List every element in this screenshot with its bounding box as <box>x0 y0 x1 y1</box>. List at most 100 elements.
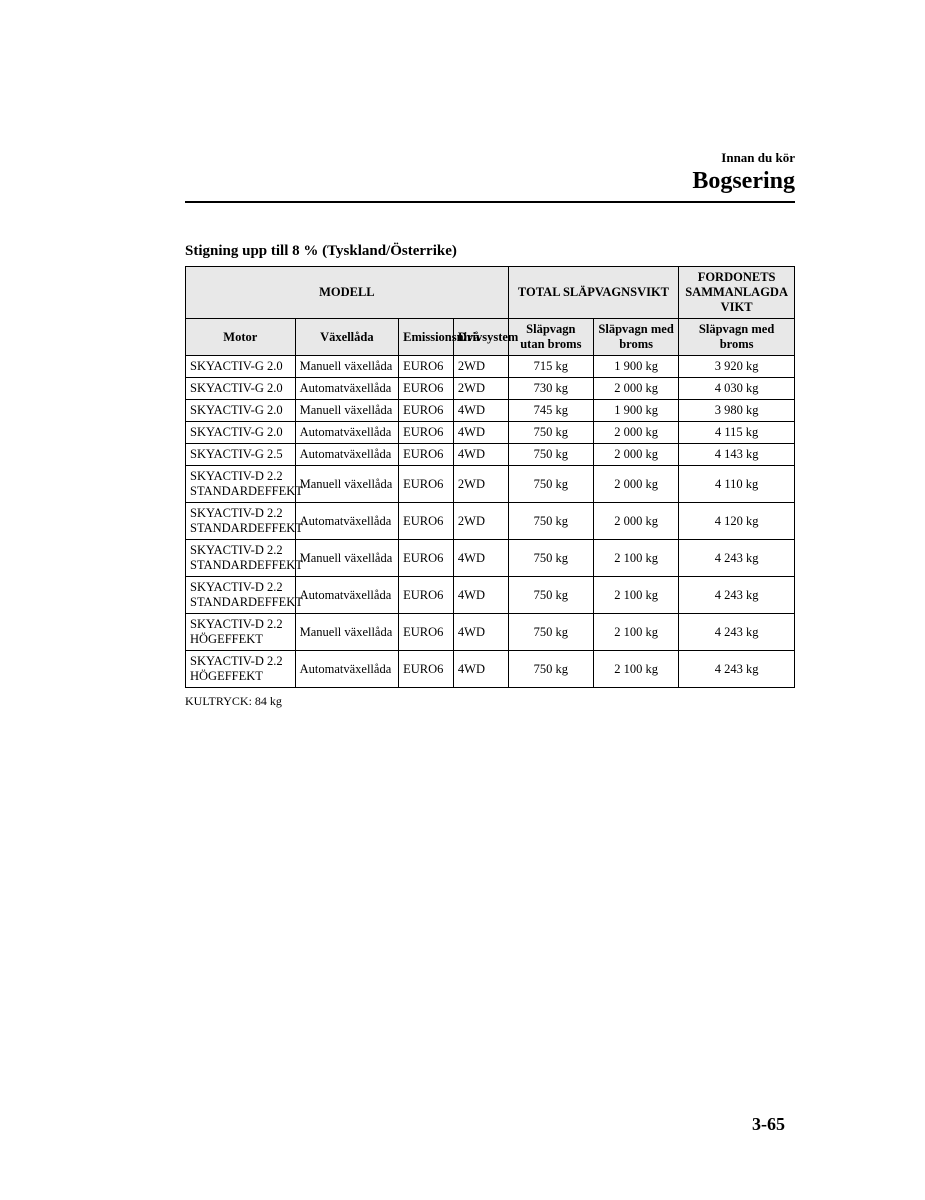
cell-no_brake: 750 kg <box>508 540 593 577</box>
table-row: SKYACTIV-D 2.2 HÖGEFFEKTManuell växellåd… <box>186 614 795 651</box>
cell-emission: EURO6 <box>399 378 454 400</box>
cell-no_brake: 745 kg <box>508 400 593 422</box>
cell-motor: SKYACTIV-D 2.2 HÖGEFFEKT <box>186 651 296 688</box>
cell-emission: EURO6 <box>399 356 454 378</box>
cell-motor: SKYACTIV-D 2.2 HÖGEFFEKT <box>186 614 296 651</box>
table-row: SKYACTIV-D 2.2 STANDARDEFFEKTManuell väx… <box>186 466 795 503</box>
cell-gearbox: Manuell växellåda <box>295 540 399 577</box>
footnote: KULTRYCK: 84 kg <box>185 694 795 709</box>
header-nobrake: Släpvagn utan broms <box>508 319 593 356</box>
table-row: SKYACTIV-G 2.0AutomatväxellådaEURO62WD73… <box>186 378 795 400</box>
section-title: Bogsering <box>185 168 795 195</box>
table-subheading: Stigning upp till 8 % (Tyskland/Österrik… <box>185 243 795 260</box>
table-row: SKYACTIV-G 2.0Manuell växellådaEURO62WD7… <box>186 356 795 378</box>
cell-drive: 4WD <box>453 422 508 444</box>
table-row: SKYACTIV-D 2.2 STANDARDEFFEKTAutomatväxe… <box>186 503 795 540</box>
cell-with_brake: 2 000 kg <box>593 503 678 540</box>
cell-combined: 4 243 kg <box>679 614 795 651</box>
cell-drive: 4WD <box>453 577 508 614</box>
cell-drive: 2WD <box>453 503 508 540</box>
header-combined: FORDONETS SAMMANLAGDA VIKT <box>679 267 795 319</box>
cell-no_brake: 750 kg <box>508 444 593 466</box>
cell-with_brake: 2 100 kg <box>593 651 678 688</box>
cell-with_brake: 2 000 kg <box>593 378 678 400</box>
cell-emission: EURO6 <box>399 400 454 422</box>
document-page: Innan du kör Bogsering Stigning upp till… <box>0 0 925 769</box>
cell-drive: 2WD <box>453 466 508 503</box>
cell-with_brake: 1 900 kg <box>593 356 678 378</box>
header-motor: Motor <box>186 319 296 356</box>
cell-motor: SKYACTIV-G 2.5 <box>186 444 296 466</box>
cell-combined: 4 143 kg <box>679 444 795 466</box>
cell-emission: EURO6 <box>399 422 454 444</box>
cell-drive: 4WD <box>453 651 508 688</box>
cell-no_brake: 750 kg <box>508 614 593 651</box>
section-label: Innan du kör <box>185 150 795 166</box>
cell-combined: 4 030 kg <box>679 378 795 400</box>
trailer-weight-table: MODELL TOTAL SLÄPVAGNSVIKT FORDONETS SAM… <box>185 266 795 688</box>
cell-gearbox: Automatväxellåda <box>295 444 399 466</box>
table-row: SKYACTIV-G 2.0Manuell växellådaEURO64WD7… <box>186 400 795 422</box>
cell-combined: 4 243 kg <box>679 651 795 688</box>
cell-no_brake: 715 kg <box>508 356 593 378</box>
table-header-row-sub: Motor Växellåda Emissionsnivå Drivsystem… <box>186 319 795 356</box>
cell-emission: EURO6 <box>399 540 454 577</box>
table-row: SKYACTIV-D 2.2 HÖGEFFEKTAutomatväxellåda… <box>186 651 795 688</box>
cell-with_brake: 2 000 kg <box>593 422 678 444</box>
header-combined-sub: Släpvagn med broms <box>679 319 795 356</box>
cell-motor: SKYACTIV-D 2.2 STANDARDEFFEKT <box>186 540 296 577</box>
cell-no_brake: 750 kg <box>508 422 593 444</box>
header-gearbox: Växellåda <box>295 319 399 356</box>
cell-motor: SKYACTIV-G 2.0 <box>186 378 296 400</box>
cell-motor: SKYACTIV-G 2.0 <box>186 422 296 444</box>
cell-drive: 4WD <box>453 400 508 422</box>
cell-with_brake: 1 900 kg <box>593 400 678 422</box>
cell-combined: 4 115 kg <box>679 422 795 444</box>
cell-gearbox: Manuell växellåda <box>295 466 399 503</box>
cell-with_brake: 2 000 kg <box>593 444 678 466</box>
cell-with_brake: 2 000 kg <box>593 466 678 503</box>
cell-gearbox: Manuell växellåda <box>295 614 399 651</box>
cell-with_brake: 2 100 kg <box>593 614 678 651</box>
cell-motor: SKYACTIV-G 2.0 <box>186 400 296 422</box>
cell-emission: EURO6 <box>399 444 454 466</box>
table-row: SKYACTIV-G 2.5AutomatväxellådaEURO64WD75… <box>186 444 795 466</box>
table-row: SKYACTIV-G 2.0AutomatväxellådaEURO64WD75… <box>186 422 795 444</box>
header-withbrake: Släpvagn med broms <box>593 319 678 356</box>
table-row: SKYACTIV-D 2.2 STANDARDEFFEKTManuell väx… <box>186 540 795 577</box>
cell-gearbox: Automatväxellåda <box>295 503 399 540</box>
header-modell: MODELL <box>186 267 509 319</box>
cell-gearbox: Automatväxellåda <box>295 651 399 688</box>
cell-motor: SKYACTIV-G 2.0 <box>186 356 296 378</box>
cell-emission: EURO6 <box>399 466 454 503</box>
cell-combined: 3 920 kg <box>679 356 795 378</box>
cell-drive: 4WD <box>453 444 508 466</box>
header-total: TOTAL SLÄPVAGNSVIKT <box>508 267 679 319</box>
cell-drive: 4WD <box>453 614 508 651</box>
cell-motor: SKYACTIV-D 2.2 STANDARDEFFEKT <box>186 577 296 614</box>
cell-gearbox: Manuell växellåda <box>295 400 399 422</box>
cell-combined: 4 110 kg <box>679 466 795 503</box>
cell-drive: 2WD <box>453 378 508 400</box>
cell-gearbox: Automatväxellåda <box>295 577 399 614</box>
cell-with_brake: 2 100 kg <box>593 577 678 614</box>
cell-combined: 3 980 kg <box>679 400 795 422</box>
cell-drive: 2WD <box>453 356 508 378</box>
cell-no_brake: 750 kg <box>508 503 593 540</box>
cell-gearbox: Manuell växellåda <box>295 356 399 378</box>
cell-emission: EURO6 <box>399 614 454 651</box>
cell-combined: 4 120 kg <box>679 503 795 540</box>
cell-combined: 4 243 kg <box>679 577 795 614</box>
header-drive: Drivsystem <box>453 319 508 356</box>
cell-motor: SKYACTIV-D 2.2 STANDARDEFFEKT <box>186 503 296 540</box>
cell-emission: EURO6 <box>399 503 454 540</box>
cell-emission: EURO6 <box>399 651 454 688</box>
cell-combined: 4 243 kg <box>679 540 795 577</box>
cell-no_brake: 750 kg <box>508 577 593 614</box>
title-rule <box>185 201 795 203</box>
table-row: SKYACTIV-D 2.2 STANDARDEFFEKTAutomatväxe… <box>186 577 795 614</box>
cell-gearbox: Automatväxellåda <box>295 378 399 400</box>
cell-no_brake: 730 kg <box>508 378 593 400</box>
header-emission: Emissionsnivå <box>399 319 454 356</box>
cell-no_brake: 750 kg <box>508 466 593 503</box>
